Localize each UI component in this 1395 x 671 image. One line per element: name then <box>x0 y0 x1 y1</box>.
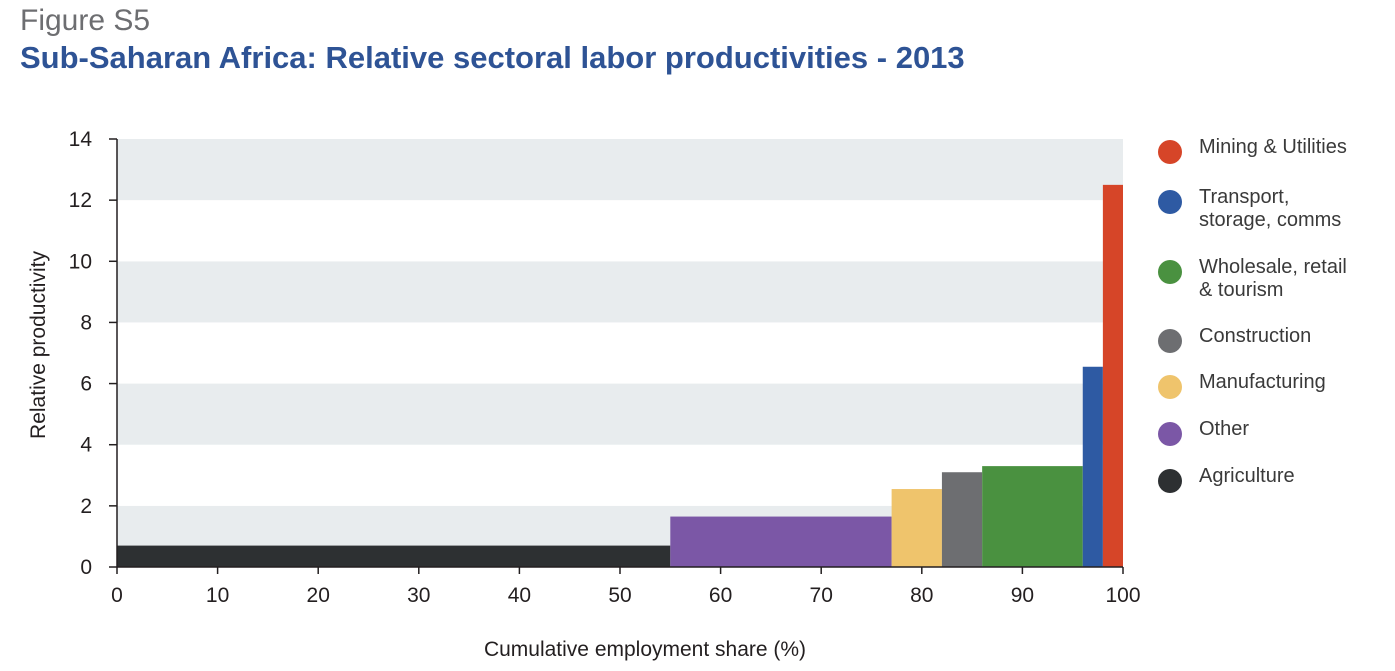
chart-title: Sub-Saharan Africa: Relative sectoral la… <box>20 40 965 75</box>
legend-swatch <box>1158 329 1182 353</box>
x-tick-label: 80 <box>910 584 933 607</box>
y-tick-label: 14 <box>69 128 93 151</box>
legend-label: Mining & Utilities <box>1199 136 1347 158</box>
legend-swatch <box>1158 422 1182 446</box>
legend-item-wholesale: Wholesale, retail & tourism <box>1158 256 1364 302</box>
x-axis-title: Cumulative employment share (%) <box>484 638 806 661</box>
legend-label: Other <box>1199 418 1250 440</box>
y-tick-label: 2 <box>80 495 92 518</box>
legend-label: Wholesale, retail & tourism <box>1199 256 1347 301</box>
grid-band <box>117 139 1123 201</box>
y-tick-label: 6 <box>80 373 92 396</box>
x-tick-label: 10 <box>206 584 229 607</box>
legend-swatch <box>1158 260 1182 284</box>
bar-other <box>670 516 892 567</box>
bar-manufacturing <box>891 489 942 567</box>
y-tick-label: 0 <box>80 556 92 579</box>
grid-band <box>117 261 1123 323</box>
axes: 0 2 4 6 8 10 12 14 0 10 20 30 40 50 60 70 80 90 100 <box>69 128 1141 607</box>
legend-item-agriculture: Agriculture <box>1158 465 1379 493</box>
legend-item-other: Other <box>1158 418 1379 446</box>
x-tick-label: 30 <box>407 584 430 607</box>
legend-item-transport: Transport, storage, comms <box>1158 186 1359 232</box>
legend-label: Transport, storage, comms <box>1199 186 1342 231</box>
legend-label: Manufacturing <box>1199 371 1326 393</box>
legend-item-construction: Construction <box>1158 325 1379 353</box>
bar-agriculture <box>117 545 671 567</box>
legend-item-mining-utilities: Mining & Utilities <box>1158 136 1379 164</box>
x-tick-label: 20 <box>307 584 330 607</box>
y-tick-label: 10 <box>69 250 92 273</box>
legend-label: Construction <box>1199 325 1312 347</box>
grid-band <box>117 200 1123 262</box>
bar-wholesale-retail-tourism <box>982 466 1083 567</box>
bars <box>117 184 1123 567</box>
grid-band <box>117 322 1123 384</box>
legend-label: Agriculture <box>1199 465 1295 487</box>
x-tick-label: 70 <box>810 584 833 607</box>
y-axis-title: Relative productivity <box>27 251 50 439</box>
x-tick-label: 100 <box>1105 584 1140 607</box>
y-tick-label: 8 <box>80 311 92 334</box>
x-tick-label: 60 <box>709 584 732 607</box>
x-tick-label: 50 <box>608 584 631 607</box>
legend-swatch <box>1158 469 1182 493</box>
y-tick-label: 12 <box>69 189 92 212</box>
x-tick-label: 0 <box>111 584 123 607</box>
bar-construction <box>941 472 983 567</box>
legend-swatch <box>1158 190 1182 214</box>
bar-mining-utilities <box>1102 184 1123 567</box>
figure-label: Figure S5 <box>20 4 151 37</box>
legend-swatch <box>1158 140 1182 164</box>
grid-band <box>117 383 1123 445</box>
legend-item-manufacturing: Manufacturing <box>1158 371 1379 399</box>
grid-bands <box>117 139 1123 567</box>
x-tick-label: 40 <box>508 584 531 607</box>
y-tick-label: 4 <box>80 434 92 457</box>
bar-transport-storage-comms <box>1082 366 1103 567</box>
legend-swatch <box>1158 375 1182 399</box>
x-tick-label: 90 <box>1011 584 1034 607</box>
